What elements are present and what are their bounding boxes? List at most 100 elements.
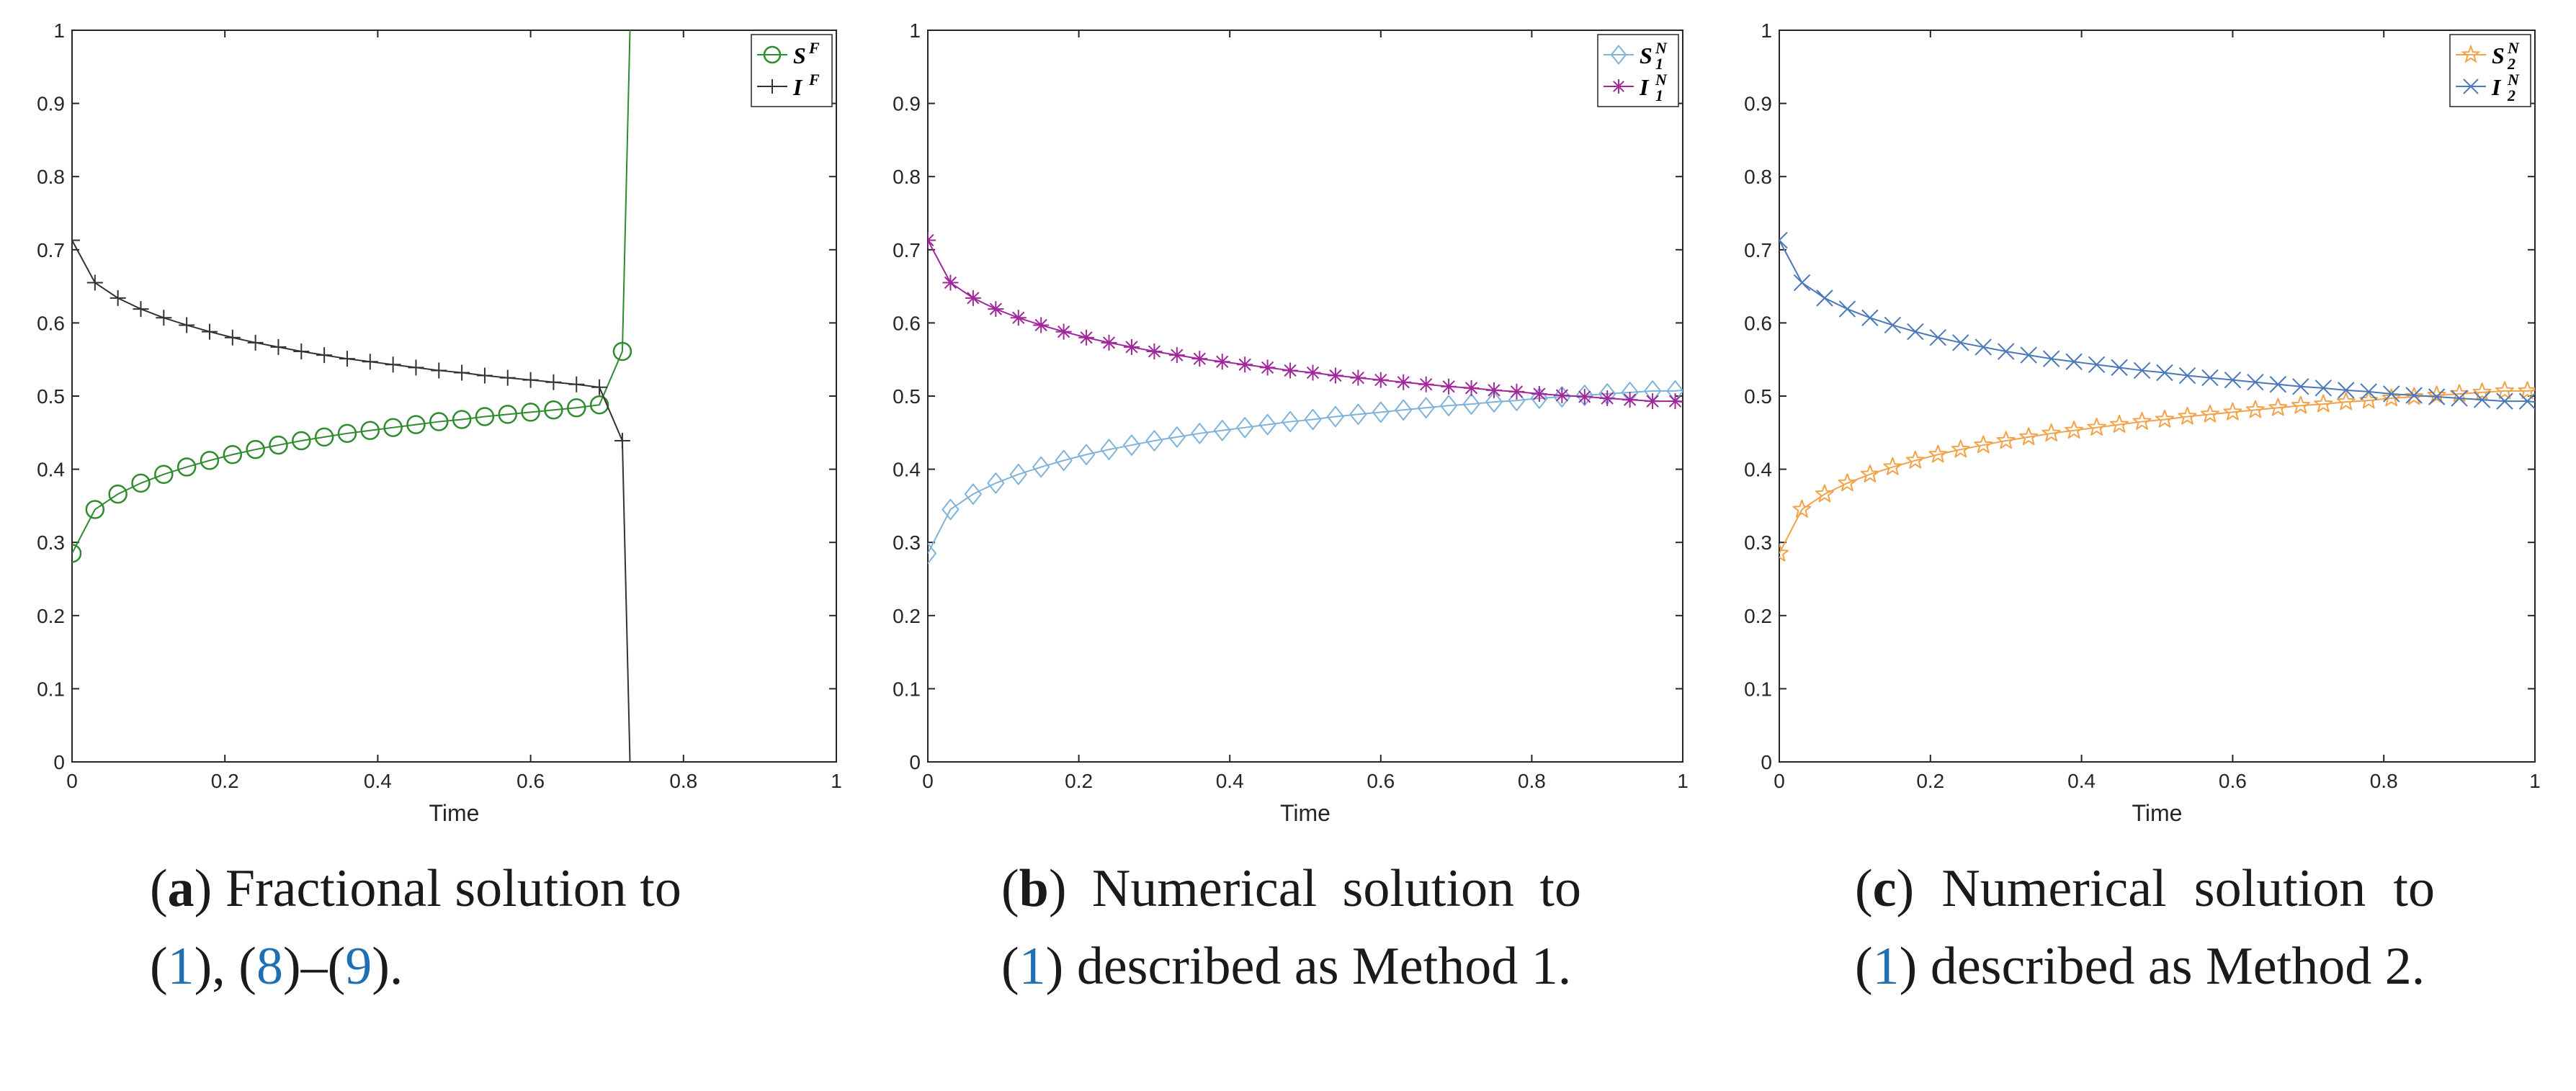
caption-b: (b) Numerical solution to (1) described …: [1001, 859, 1581, 996]
y-tick-label: 0.9: [1744, 93, 1772, 115]
data-point: [179, 317, 195, 333]
x-axis-label: Time: [429, 800, 480, 826]
x-tick-label: 0.4: [2067, 770, 2096, 792]
caption-b-ref-1[interactable]: 1: [1019, 937, 1046, 996]
data-point: [2223, 402, 2242, 421]
x-tick-label: 1: [831, 770, 842, 792]
data-point: [2019, 427, 2039, 446]
data-point: [1951, 439, 1970, 458]
legend-marker: [1610, 44, 1627, 66]
y-tick-label: 1: [1761, 19, 1772, 42]
data-point: [987, 472, 1005, 494]
data-point: [108, 484, 128, 504]
data-point: [568, 376, 585, 392]
data-point: [2315, 380, 2332, 397]
data-point: [200, 451, 220, 470]
data-point: [269, 435, 288, 455]
data-point: [1779, 543, 1789, 562]
data-point: [383, 418, 403, 437]
data-point: [1975, 338, 1992, 356]
data-point: [2427, 385, 2446, 404]
caption-c-label: c: [1872, 859, 1897, 918]
legend-marker: [2463, 78, 2479, 94]
data-point: [1441, 378, 1457, 395]
chart-a: 0 0.1 0.2 0.3 0.4 0.5 0.6 0.7 0.8 0.9 1 0 0.2 0.4 0.6 0…: [37, 19, 842, 826]
data-point: [1259, 359, 1276, 376]
data-point: [2269, 376, 2287, 393]
legend-subscript: 1: [1655, 86, 1663, 104]
data-point: [1191, 423, 1209, 444]
data-point: [109, 289, 126, 306]
data-point: [362, 354, 378, 370]
data-point: [2428, 388, 2446, 405]
legend-a: S FI F: [751, 34, 833, 107]
legend-label: I: [2491, 74, 2502, 100]
data-point: [2495, 381, 2515, 400]
data-point: [1305, 364, 1321, 381]
legend-label: S: [1640, 42, 1653, 68]
y-tick-label: 0.6: [1744, 312, 1772, 334]
x-tick-label: 0.8: [2370, 770, 2398, 792]
data-point: [1997, 343, 2015, 360]
data-point: [1417, 397, 1435, 419]
data-point: [156, 310, 172, 326]
data-point: [316, 347, 333, 364]
y-tick-label: 0.6: [893, 312, 921, 334]
x-tick-label: 0: [922, 770, 934, 792]
data-point: [1816, 289, 1833, 307]
y-tick-label: 0.1: [893, 678, 921, 700]
data-point: [1372, 372, 1389, 388]
y-tick-label: 0.1: [1744, 678, 1772, 700]
x-tick-label: 0.2: [211, 770, 239, 792]
data-point: [2178, 367, 2196, 385]
data-point: [965, 289, 981, 306]
caption-a-ref-9[interactable]: 9: [345, 937, 372, 996]
data-point: [1327, 367, 1343, 384]
data-point: [339, 351, 355, 367]
data-point: [72, 544, 82, 563]
data-point: [385, 356, 401, 373]
data-point: [2156, 364, 2173, 382]
data-point: [2178, 406, 2197, 425]
y-tick-label: 0.6: [37, 312, 65, 334]
series-line-I-F: [72, 240, 631, 762]
data-point: [1530, 387, 1548, 409]
data-point: [2087, 418, 2106, 436]
legend-b: S N1I N1: [1597, 34, 1679, 107]
data-point: [1236, 416, 1254, 439]
caption-a-ref-1[interactable]: 1: [167, 937, 194, 996]
data-point: [270, 338, 287, 355]
legend-label: I: [792, 74, 803, 100]
y-tick-label: 0.3: [893, 531, 921, 554]
legend-superscript: N: [1655, 71, 1668, 89]
data-point: [1996, 431, 2016, 449]
data-point: [1078, 444, 1096, 466]
data-point: [2088, 356, 2106, 374]
data-point: [293, 344, 310, 360]
data-point: [1531, 385, 1547, 402]
data-point: [246, 439, 265, 459]
caption-b-text-1: Numerical solution to: [1091, 859, 1581, 918]
y-tick-label: 0.7: [37, 239, 65, 261]
x-axis-label: Time: [2132, 800, 2183, 826]
data-point: [567, 398, 586, 418]
data-point: [614, 432, 630, 449]
series-group: [928, 232, 1683, 565]
data-point: [1033, 317, 1050, 333]
data-point: [1860, 464, 1879, 482]
data-point: [2473, 391, 2491, 408]
data-point: [612, 341, 632, 362]
caption-a-ref-8[interactable]: 8: [256, 937, 283, 996]
legend-superscript: F: [808, 71, 820, 89]
data-point: [2518, 392, 2535, 410]
data-point: [1838, 300, 1856, 318]
data-point: [2065, 353, 2083, 370]
data-point: [1191, 351, 1208, 367]
data-point: [1907, 323, 1924, 341]
data-point: [2314, 394, 2333, 413]
data-point: [2382, 385, 2400, 403]
data-point: [1508, 383, 1525, 400]
data-point: [429, 412, 449, 431]
data-point: [1667, 393, 1683, 410]
caption-c-ref-1[interactable]: 1: [1872, 937, 1900, 996]
